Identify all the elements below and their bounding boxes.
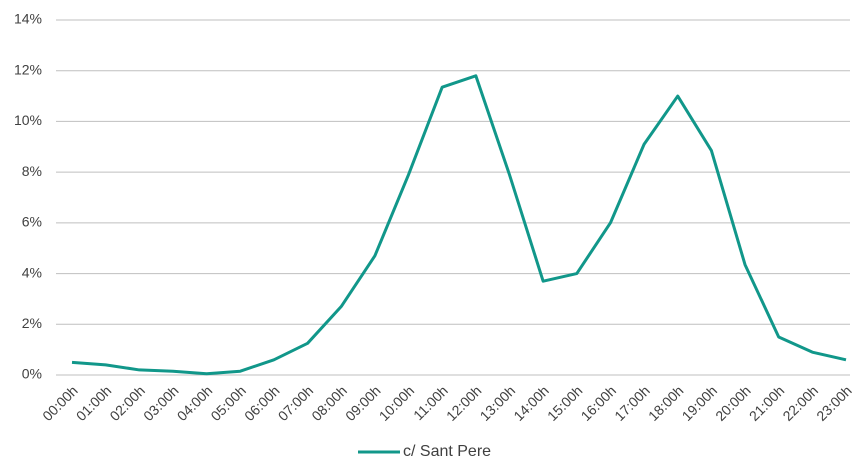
x-tick-label: 20:00h xyxy=(712,382,754,424)
x-tick-label: 11:00h xyxy=(410,382,451,423)
x-tick-label: 18:00h xyxy=(645,382,687,424)
x-tick-label: 07:00h xyxy=(275,382,317,424)
x-tick-label: 12:00h xyxy=(443,382,485,424)
x-tick-label: 14:00h xyxy=(510,382,552,424)
x-tick-label: 15:00h xyxy=(544,382,586,424)
x-tick-label: 16:00h xyxy=(578,382,620,424)
x-tick-label: 02:00h xyxy=(106,382,148,424)
x-tick-label: 09:00h xyxy=(342,382,384,424)
x-tick-label: 00:00h xyxy=(39,382,81,424)
x-tick-label: 01:00h xyxy=(73,382,115,424)
x-tick-label: 23:00h xyxy=(813,382,852,424)
x-tick-label: 21:00h xyxy=(746,382,788,424)
y-tick-label: 14% xyxy=(14,11,42,27)
x-tick-label: 08:00h xyxy=(308,382,350,424)
line-series xyxy=(71,74,847,376)
x-tick-label: 03:00h xyxy=(140,382,182,424)
y-tick-label: 10% xyxy=(14,112,42,128)
x-tick-label: 13:00h xyxy=(477,382,519,424)
x-tick-label: 17:00h xyxy=(611,382,653,424)
y-tick-label: 0% xyxy=(22,366,42,382)
x-tick-label: 04:00h xyxy=(174,382,216,424)
x-tick-label: 06:00h xyxy=(241,382,283,424)
y-tick-label: 4% xyxy=(22,264,42,280)
y-tick-label: 8% xyxy=(22,163,42,179)
x-tick-label: 22:00h xyxy=(779,382,821,424)
legend-label: c/ Sant Pere xyxy=(403,443,491,460)
y-tick-label: 12% xyxy=(14,61,42,77)
x-tick-label: 10:00h xyxy=(376,382,418,424)
x-tick-label: 05:00h xyxy=(207,382,249,424)
x-tick-label: 19:00h xyxy=(679,382,721,424)
y-tick-label: 2% xyxy=(22,315,42,331)
y-tick-label: 6% xyxy=(22,214,42,230)
